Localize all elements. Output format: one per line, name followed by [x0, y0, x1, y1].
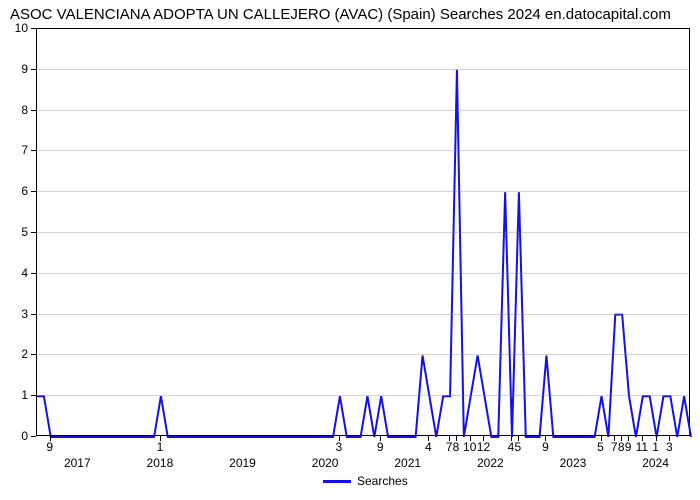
y-tick-mark — [31, 191, 36, 192]
x-month-label: 9 — [377, 440, 384, 454]
x-month-label: 1 — [652, 440, 659, 454]
x-month-label: 9 — [46, 440, 53, 454]
x-month-label: 1 — [157, 440, 164, 454]
y-gridline — [36, 150, 690, 151]
y-tick-label: 0 — [0, 429, 28, 443]
y-tick-mark — [31, 436, 36, 437]
x-month-label: 5 — [597, 440, 604, 454]
x-month-label: 5 — [515, 440, 522, 454]
chart-container: { "chart": { "type": "line", "title": "A… — [0, 0, 700, 500]
x-month-label: 7 — [446, 440, 453, 454]
x-month-label: 7 — [611, 440, 618, 454]
y-tick-label: 4 — [0, 266, 28, 280]
x-month-label: 4 — [425, 440, 432, 454]
y-tick-mark — [31, 314, 36, 315]
x-month-label: 4 — [508, 440, 515, 454]
x-month-label: 3 — [336, 440, 343, 454]
x-month-label: 9 — [625, 440, 632, 454]
y-tick-label: 1 — [0, 388, 28, 402]
y-gridline — [36, 110, 690, 111]
x-year-label: 2017 — [64, 456, 91, 470]
x-month-label: 3 — [666, 440, 673, 454]
y-tick-label: 7 — [0, 143, 28, 157]
y-tick-mark — [31, 69, 36, 70]
y-gridline — [36, 314, 690, 315]
x-year-label: 2019 — [229, 456, 256, 470]
y-tick-mark — [31, 110, 36, 111]
legend-swatch — [323, 480, 351, 483]
y-tick-label: 3 — [0, 307, 28, 321]
x-year-label: 2023 — [560, 456, 587, 470]
legend-label: Searches — [357, 474, 408, 488]
y-gridline — [36, 232, 690, 233]
x-year-label: 2020 — [312, 456, 339, 470]
y-tick-mark — [31, 273, 36, 274]
x-month-label: 8 — [453, 440, 460, 454]
x-month-label: 9 — [542, 440, 549, 454]
y-tick-label: 6 — [0, 184, 28, 198]
y-tick-mark — [31, 395, 36, 396]
x-year-label: 2018 — [147, 456, 174, 470]
y-gridline — [36, 395, 690, 396]
y-tick-mark — [31, 354, 36, 355]
x-month-label: 11 — [636, 440, 648, 454]
x-month-label: 8 — [618, 440, 625, 454]
y-tick-mark — [31, 150, 36, 151]
x-year-label: 2024 — [642, 456, 669, 470]
y-gridline — [36, 69, 690, 70]
chart-title: ASOC VALENCIANA ADOPTA UN CALLEJERO (AVA… — [10, 6, 671, 23]
y-tick-label: 9 — [0, 62, 28, 76]
x-month-label: 10 — [463, 440, 476, 454]
line-chart-svg — [37, 29, 691, 437]
legend: Searches — [323, 474, 408, 488]
y-tick-label: 10 — [0, 21, 28, 35]
y-tick-label: 8 — [0, 103, 28, 117]
x-month-label: 12 — [477, 440, 490, 454]
y-tick-label: 5 — [0, 225, 28, 239]
y-tick-mark — [31, 232, 36, 233]
y-tick-mark — [31, 28, 36, 29]
y-gridline — [36, 273, 690, 274]
y-tick-label: 2 — [0, 347, 28, 361]
series-line — [37, 70, 691, 437]
y-gridline — [36, 354, 690, 355]
y-gridline — [36, 191, 690, 192]
x-year-label: 2021 — [394, 456, 421, 470]
x-year-label: 2022 — [477, 456, 504, 470]
